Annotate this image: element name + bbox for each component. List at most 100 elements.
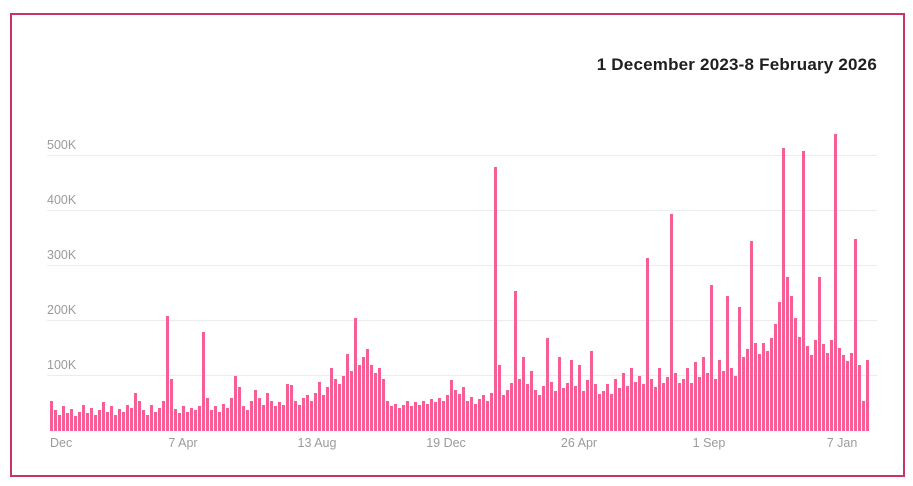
bar — [850, 353, 854, 431]
bar — [790, 296, 794, 431]
bar — [450, 380, 454, 431]
bar — [574, 385, 578, 431]
bar — [414, 402, 418, 431]
bar — [842, 355, 846, 431]
bar — [82, 404, 86, 431]
bar — [866, 359, 870, 431]
bar — [614, 378, 618, 431]
bar — [98, 410, 102, 431]
x-axis-label-1-sep: 1 Sep — [692, 436, 726, 450]
bar — [178, 413, 182, 431]
bar — [670, 213, 674, 431]
bar — [754, 343, 758, 431]
bar — [810, 355, 814, 431]
bar — [318, 381, 322, 431]
bar — [374, 373, 378, 431]
bar — [738, 307, 742, 431]
bar — [422, 400, 426, 431]
bar — [394, 403, 398, 431]
bar — [818, 277, 822, 431]
bar — [222, 403, 226, 431]
bar — [466, 400, 470, 431]
bar — [658, 367, 662, 431]
bar — [310, 400, 314, 431]
bar — [446, 395, 450, 431]
bar — [518, 378, 522, 431]
bar — [266, 392, 270, 431]
bar — [554, 391, 558, 431]
y-axis-label-400k: 400K — [47, 192, 77, 207]
bar — [514, 290, 518, 431]
bar — [718, 359, 722, 431]
bar — [238, 387, 242, 431]
bar — [470, 396, 474, 431]
bar — [634, 381, 638, 431]
bar — [838, 347, 842, 431]
bar — [806, 345, 810, 431]
bar — [858, 365, 862, 431]
bar — [58, 414, 62, 431]
bar — [70, 409, 74, 431]
bar — [526, 384, 530, 431]
x-axis: Dec 7 Apr 13 Aug 19 Dec 26 Apr 1 Sep 7 J… — [12, 436, 903, 456]
bar — [726, 296, 730, 431]
bar — [482, 395, 486, 431]
bar — [594, 383, 598, 431]
bar — [686, 367, 690, 431]
bar — [170, 378, 174, 431]
bar — [610, 393, 614, 431]
bar — [270, 400, 274, 431]
bar — [134, 392, 138, 431]
bar — [578, 365, 582, 431]
bar — [326, 387, 330, 431]
bar — [642, 384, 646, 431]
bar — [638, 376, 642, 431]
bar — [306, 395, 310, 431]
bar — [274, 406, 278, 431]
bar — [182, 406, 186, 431]
bar — [478, 399, 482, 431]
bar — [418, 404, 422, 431]
bar — [298, 404, 302, 431]
bar — [590, 351, 594, 431]
bar — [646, 257, 650, 431]
bar — [378, 367, 382, 431]
bar — [734, 376, 738, 431]
bar — [798, 336, 802, 431]
bar — [146, 414, 150, 431]
bar — [166, 315, 170, 431]
bar — [150, 404, 154, 431]
bar — [354, 318, 358, 431]
bar — [390, 406, 394, 431]
bar — [410, 406, 414, 431]
chart-title: 1 December 2023-8 February 2026 — [596, 55, 877, 74]
bar — [262, 404, 266, 431]
gridline-300k — [47, 265, 877, 266]
bar — [190, 407, 194, 431]
bar — [538, 395, 542, 431]
bar — [50, 400, 54, 431]
bar — [746, 348, 750, 431]
bar — [442, 400, 446, 431]
bar — [402, 404, 406, 431]
gridline-layer: 100K 200K 300K 400K 500K — [47, 115, 877, 431]
bar — [198, 406, 202, 431]
bar — [542, 385, 546, 431]
bar — [486, 400, 490, 431]
bar — [630, 367, 634, 431]
bar — [302, 398, 306, 431]
bar — [490, 392, 494, 431]
gridline-400k — [47, 210, 877, 211]
bar — [814, 340, 818, 431]
bar — [226, 407, 230, 431]
bar — [118, 409, 122, 431]
bar — [214, 406, 218, 431]
bar — [210, 410, 214, 431]
bar — [794, 318, 798, 431]
bar — [802, 150, 806, 431]
bar — [682, 378, 686, 431]
bar — [830, 340, 834, 431]
bar — [430, 399, 434, 431]
bar — [294, 400, 298, 431]
bar — [458, 393, 462, 431]
